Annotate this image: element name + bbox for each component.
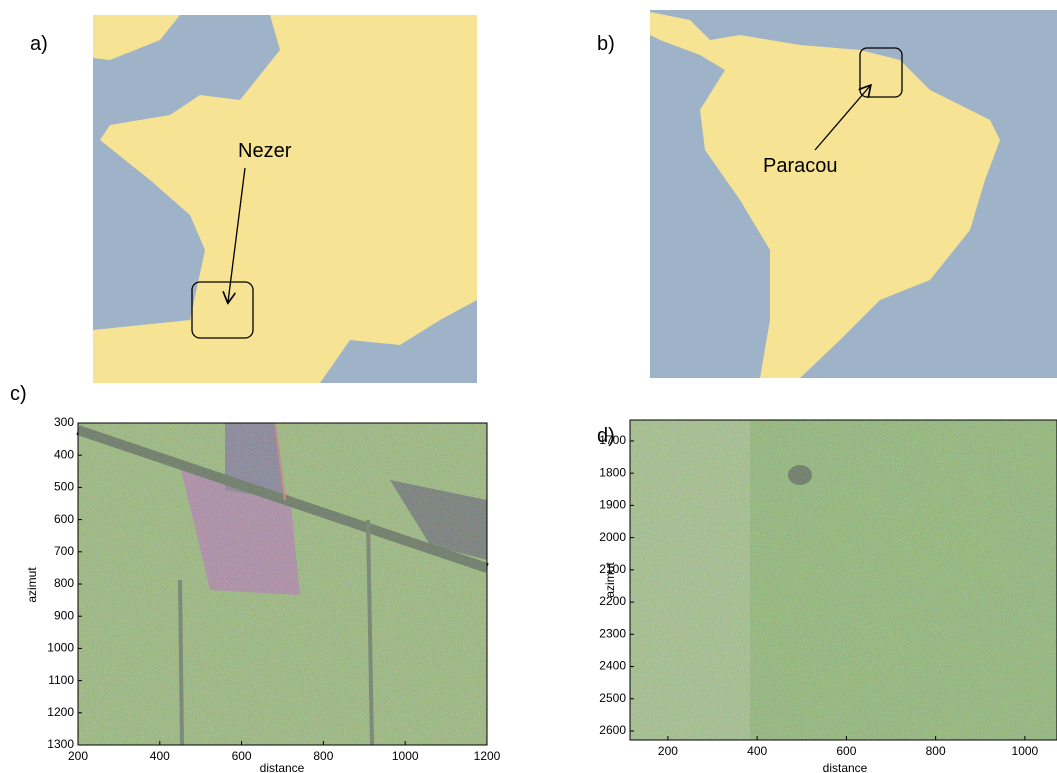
- y-tick-label: 1300: [47, 737, 74, 751]
- y-axis-label: azimut: [25, 567, 39, 603]
- x-tick-label: 200: [68, 749, 88, 763]
- y-tick-label: 2300: [599, 626, 626, 640]
- y-tick-label: 800: [54, 576, 74, 590]
- x-axis-label: distance: [823, 761, 868, 773]
- map-france: [93, 15, 477, 383]
- y-tick-label: 1100: [48, 673, 74, 687]
- sar-image-c: [76, 422, 489, 746]
- y-axis-label: azimut: [603, 562, 617, 598]
- x-tick-label: 400: [747, 744, 767, 758]
- panel-label: a): [30, 33, 48, 55]
- y-tick-label: 1800: [599, 465, 626, 479]
- x-tick-label: 1000: [392, 749, 419, 763]
- x-axis-label: distance: [260, 761, 305, 773]
- x-tick-label: 400: [150, 749, 170, 763]
- y-tick-label: 900: [54, 608, 74, 622]
- y-tick-label: 500: [54, 480, 74, 494]
- x-tick-label: 600: [836, 744, 856, 758]
- y-tick-label: 1000: [47, 641, 74, 655]
- y-tick-label: 2400: [599, 659, 626, 673]
- y-tick-label: 2000: [599, 530, 626, 544]
- panel-label: b): [597, 33, 615, 55]
- y-tick-label: 1700: [599, 433, 626, 447]
- x-tick-label: 600: [232, 749, 252, 763]
- sar-image-d: [629, 419, 1057, 741]
- y-tick-label: 2100: [599, 562, 626, 576]
- y-tick-label: 400: [54, 447, 74, 461]
- panel-label: c): [10, 383, 27, 405]
- x-tick-label: 800: [926, 744, 946, 758]
- y-tick-label: 2600: [599, 723, 626, 737]
- y-tick-label: 2500: [599, 691, 626, 705]
- y-tick-label: 1900: [599, 498, 626, 512]
- y-tick-label: 2200: [599, 594, 626, 608]
- site-label: Nezer: [238, 140, 292, 162]
- y-tick-label: 300: [54, 415, 74, 429]
- x-tick-label: 1200: [474, 749, 501, 763]
- x-tick-label: 800: [313, 749, 333, 763]
- y-tick-label: 1200: [47, 705, 74, 719]
- map-south-america: [650, 10, 1057, 378]
- x-tick-label: 200: [658, 744, 678, 758]
- x-tick-label: 1000: [1012, 744, 1039, 758]
- y-tick-label: 600: [54, 512, 74, 526]
- y-tick-label: 700: [54, 544, 74, 558]
- site-label: Paracou: [763, 155, 838, 177]
- panel-label: d): [597, 425, 615, 447]
